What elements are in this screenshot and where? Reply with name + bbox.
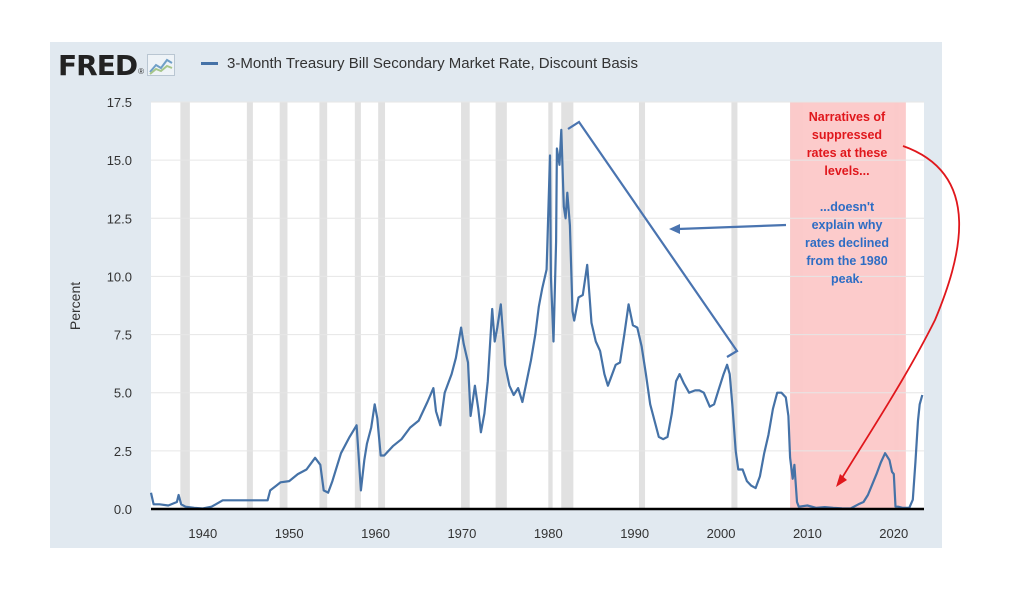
y-tick-label: 7.5 <box>114 328 132 343</box>
y-tick-label: 5.0 <box>114 386 132 401</box>
annotation-blue-line: peak. <box>831 272 863 286</box>
x-tick-label: 2010 <box>793 526 822 541</box>
recession-band <box>354 102 361 509</box>
annotation-red-line: suppressed <box>812 128 882 142</box>
y-tick-label: 0.0 <box>114 502 132 517</box>
recession-band <box>548 102 553 509</box>
fred-chart-icon <box>146 54 175 76</box>
red-arrowhead <box>836 474 847 487</box>
fred-logo: FRED ® <box>58 48 175 82</box>
fred-logo-text: FRED <box>58 48 138 82</box>
recession-band <box>378 102 386 509</box>
brace-shape <box>567 120 739 358</box>
y-axis-title: Percent <box>67 282 83 330</box>
y-tick-label: 10.0 <box>107 269 132 284</box>
x-tick-label: 2020 <box>879 526 908 541</box>
y-tick-label: 17.5 <box>107 95 132 110</box>
annotation-blue-line: from the 1980 <box>806 254 887 268</box>
x-tick-label: 2000 <box>707 526 736 541</box>
legend-swatch <box>201 62 218 65</box>
x-tick-label: 1970 <box>447 526 476 541</box>
recession-band <box>461 102 470 509</box>
blue-arrowhead <box>669 224 680 234</box>
registered-mark: ® <box>138 67 144 76</box>
annotation-blue-line: explain why <box>812 218 883 232</box>
y-tick-label: 12.5 <box>107 211 132 226</box>
annotation-red-line: levels... <box>824 164 869 178</box>
recession-band <box>246 102 253 509</box>
x-tick-label: 1960 <box>361 526 390 541</box>
highlight-region <box>790 102 906 509</box>
x-tick-label: 1940 <box>188 526 217 541</box>
annotation-red-line: rates at these <box>807 146 888 160</box>
x-tick-label: 1950 <box>275 526 304 541</box>
chart-legend: 3-Month Treasury Bill Secondary Market R… <box>201 55 638 72</box>
y-tick-label: 15.0 <box>107 153 132 168</box>
blue-arrow-line <box>677 223 787 231</box>
annotation-blue-line: rates declined <box>805 236 889 250</box>
series-line <box>149 128 924 510</box>
legend-series-label: 3-Month Treasury Bill Secondary Market R… <box>227 55 638 72</box>
recession-band <box>180 102 190 509</box>
annotation-red-line: Narratives of <box>809 110 886 124</box>
x-tick-label: 1990 <box>620 526 649 541</box>
red-arrow-curve <box>841 145 961 479</box>
recession-band <box>279 102 288 509</box>
x-tick-label: 1980 <box>534 526 563 541</box>
recession-band <box>638 102 646 509</box>
recession-band <box>731 102 738 509</box>
recession-band <box>319 102 328 509</box>
y-tick-label: 2.5 <box>114 444 132 459</box>
annotation-blue-line: ...doesn't <box>820 200 875 214</box>
